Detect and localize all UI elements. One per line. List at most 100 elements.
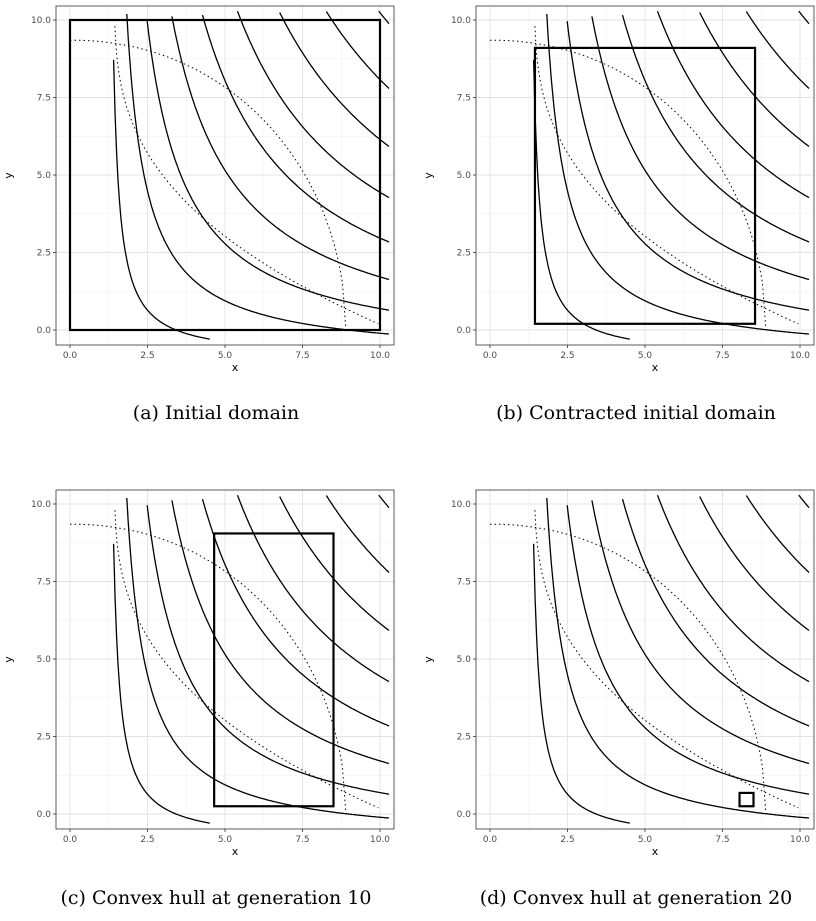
contour-panel-1: 0.0 2.5 5.0 7.5 10.0 0.0 2.5 5.0 7.5 10.0 x y (2, 5, 395, 374)
contour-line-6 (656, 10, 810, 199)
x-tick-label: 7.5 (295, 351, 309, 361)
x-tick-label: 5.0 (638, 835, 653, 845)
contour-panel-4: 0.0 2.5 5.0 7.5 10.0 0.0 2.5 5.0 7.5 10.0 x y (422, 489, 815, 858)
domain-box (213, 532, 335, 808)
contour-line-4 (591, 16, 810, 281)
contour-line-4 (171, 16, 390, 281)
x-tick-label: 10.0 (790, 835, 810, 845)
constraint-curve-2 (114, 510, 379, 809)
y-tick-label: 10.0 (451, 500, 471, 510)
x-tick-label: 10.0 (790, 351, 810, 361)
y-tick-label: 0.0 (457, 810, 472, 820)
contour-panel-2: 0.0 2.5 5.0 7.5 10.0 0.0 2.5 5.0 7.5 10.0 x y (422, 5, 815, 374)
panel-caption: (d) Convex hull at generation 20 (479, 887, 793, 909)
contour-line-8 (325, 11, 390, 89)
constraint-curve-1 (70, 39, 347, 331)
domain-box (68, 18, 382, 332)
y-tick-label: 10.0 (31, 500, 51, 510)
x-tick-label: 10.0 (370, 835, 390, 845)
contour-line-6 (236, 494, 390, 683)
x-tick-label: 2.5 (560, 351, 574, 361)
contour-line-6 (656, 494, 810, 683)
y-tick-label: 2.5 (457, 249, 471, 259)
contour-line-1 (532, 543, 630, 824)
constraint-curve-1 (70, 523, 347, 815)
contour-line-9 (798, 10, 810, 25)
y-tick-label: 7.5 (37, 94, 51, 104)
contour-line-9 (378, 494, 390, 509)
contour-line-9 (378, 10, 390, 25)
x-tick-label: 0.0 (483, 835, 498, 845)
x-axis-label: x (232, 361, 239, 374)
x-tick-label: 5.0 (218, 835, 233, 845)
constraint-curve-1 (490, 39, 767, 331)
y-tick-label: 0.0 (37, 326, 52, 336)
contour-line-2 (546, 497, 810, 819)
y-tick-label: 7.5 (457, 94, 471, 104)
x-tick-label: 10.0 (370, 351, 390, 361)
contour-line-1 (112, 59, 210, 340)
contour-panel-3: 0.0 2.5 5.0 7.5 10.0 0.0 2.5 5.0 7.5 10.0 x y (2, 489, 395, 858)
x-tick-label: 2.5 (140, 835, 154, 845)
y-tick-label: 7.5 (457, 578, 471, 588)
domain-box (533, 46, 757, 325)
y-axis-label: y (422, 172, 435, 179)
contour-line-5 (201, 14, 390, 243)
x-tick-label: 5.0 (218, 351, 233, 361)
contour-line-7 (279, 12, 390, 148)
y-axis-label: y (2, 656, 15, 663)
contour-line-2 (126, 497, 390, 819)
x-tick-label: 7.5 (715, 835, 729, 845)
panel-caption: (c) Convex hull at generation 10 (60, 887, 372, 909)
contour-line-3 (566, 505, 810, 795)
y-axis-label: y (422, 656, 435, 663)
y-tick-label: 5.0 (457, 171, 472, 181)
x-tick-label: 0.0 (63, 835, 78, 845)
contour-line-5 (201, 498, 390, 727)
x-tick-label: 2.5 (140, 351, 154, 361)
y-tick-label: 2.5 (457, 733, 471, 743)
y-tick-label: 5.0 (37, 655, 52, 665)
panel-caption: (b) Contracted initial domain (496, 402, 776, 424)
x-tick-label: 2.5 (560, 835, 574, 845)
contour-line-1 (112, 543, 210, 824)
y-tick-label: 0.0 (37, 810, 52, 820)
contour-line-4 (171, 500, 390, 765)
constraint-curve-1 (490, 523, 767, 815)
contour-line-8 (745, 495, 810, 573)
contour-line-3 (146, 505, 390, 795)
contour-line-4 (591, 500, 810, 765)
contour-line-9 (798, 494, 810, 509)
contour-line-6 (236, 10, 390, 199)
y-tick-label: 7.5 (37, 578, 51, 588)
x-axis-label: x (232, 845, 239, 858)
x-axis-label: x (652, 845, 659, 858)
x-axis-label: x (652, 361, 659, 374)
contour-line-7 (699, 496, 810, 632)
constraint-curve-2 (534, 510, 799, 809)
y-tick-label: 10.0 (451, 16, 471, 26)
y-axis-label: y (2, 172, 15, 179)
y-tick-label: 10.0 (31, 16, 51, 26)
y-tick-label: 0.0 (457, 326, 472, 336)
constraint-curve-2 (114, 26, 379, 325)
contour-line-5 (621, 14, 810, 243)
x-tick-label: 0.0 (483, 351, 498, 361)
contour-line-2 (546, 13, 810, 335)
contour-line-8 (325, 495, 390, 573)
contour-line-3 (146, 21, 390, 311)
y-tick-label: 2.5 (37, 733, 51, 743)
contour-line-3 (566, 21, 810, 311)
y-tick-label: 5.0 (457, 655, 472, 665)
constraint-curve-2 (534, 26, 799, 325)
x-tick-label: 5.0 (638, 351, 653, 361)
x-tick-label: 0.0 (63, 351, 78, 361)
y-tick-label: 2.5 (37, 249, 51, 259)
x-tick-label: 7.5 (295, 835, 309, 845)
domain-box (738, 791, 755, 808)
contour-line-8 (745, 11, 810, 89)
panel-caption: (a) Initial domain (132, 402, 300, 424)
y-tick-label: 5.0 (37, 171, 52, 181)
x-tick-label: 7.5 (715, 351, 729, 361)
